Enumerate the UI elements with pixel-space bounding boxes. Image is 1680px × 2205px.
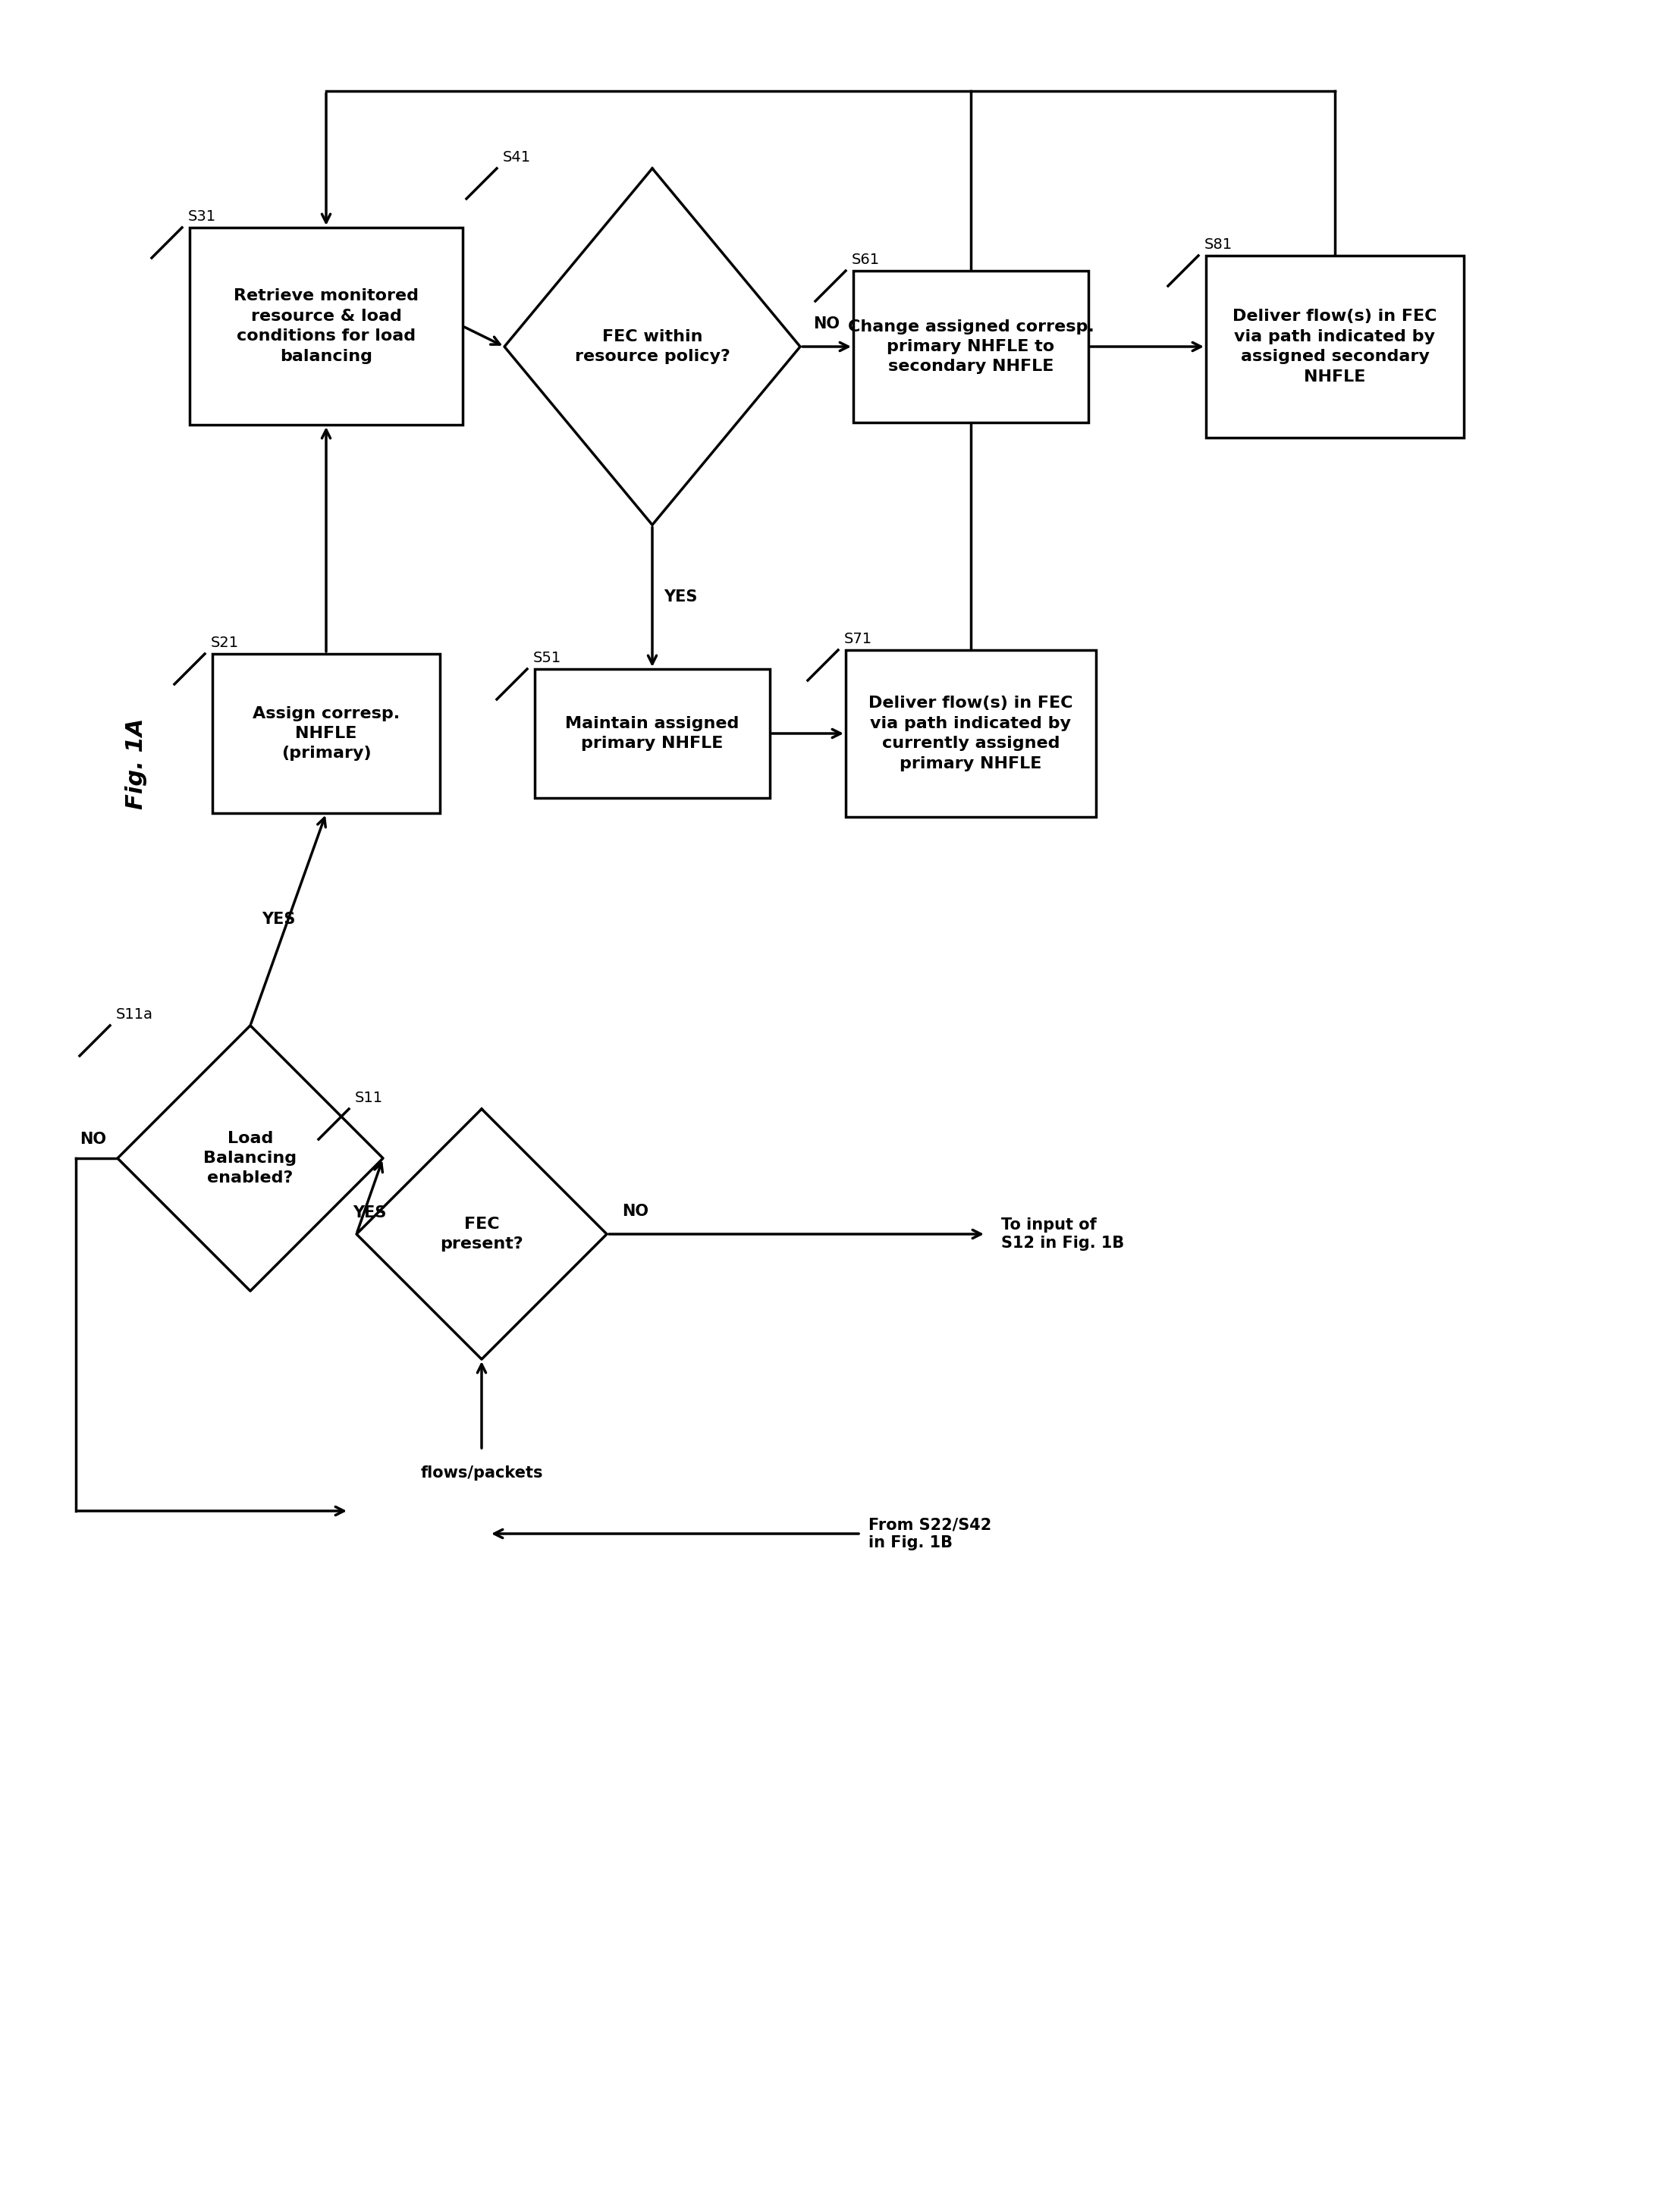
Text: Load
Balancing
enabled?: Load Balancing enabled? xyxy=(203,1131,297,1186)
Text: S51: S51 xyxy=(533,650,561,666)
Text: Deliver flow(s) in FEC
via path indicated by
assigned secondary
NHFLE: Deliver flow(s) in FEC via path indicate… xyxy=(1233,309,1436,384)
Text: YES: YES xyxy=(664,589,697,604)
Text: YES: YES xyxy=(353,1206,386,1219)
Text: S71: S71 xyxy=(843,633,872,646)
Text: S31: S31 xyxy=(188,209,217,223)
Text: Fig. 1A: Fig. 1A xyxy=(126,719,148,809)
Text: FEC within
resource policy?: FEC within resource policy? xyxy=(575,329,731,364)
Text: NO: NO xyxy=(813,315,840,331)
FancyBboxPatch shape xyxy=(534,668,769,798)
Text: From S22/S42
in Fig. 1B: From S22/S42 in Fig. 1B xyxy=(869,1517,991,1550)
Text: S21: S21 xyxy=(212,635,239,650)
FancyBboxPatch shape xyxy=(853,271,1089,423)
Text: Maintain assigned
primary NHFLE: Maintain assigned primary NHFLE xyxy=(564,717,739,752)
Text: FEC
present?: FEC present? xyxy=(440,1217,522,1252)
Text: NO: NO xyxy=(79,1131,106,1147)
Text: S11: S11 xyxy=(354,1091,383,1105)
FancyBboxPatch shape xyxy=(1206,256,1463,437)
Text: YES: YES xyxy=(262,911,296,926)
Text: S81: S81 xyxy=(1205,238,1233,251)
FancyBboxPatch shape xyxy=(845,650,1095,816)
Text: Assign corresp.
NHFLE
(primary): Assign corresp. NHFLE (primary) xyxy=(252,706,400,761)
Text: flows/packets: flows/packets xyxy=(420,1466,543,1480)
Text: S61: S61 xyxy=(852,254,880,267)
Text: S11a: S11a xyxy=(116,1008,153,1021)
FancyBboxPatch shape xyxy=(190,227,462,426)
Text: S41: S41 xyxy=(502,150,531,165)
FancyBboxPatch shape xyxy=(212,655,440,814)
Text: Change assigned corresp.
primary NHFLE to
secondary NHFLE: Change assigned corresp. primary NHFLE t… xyxy=(848,320,1094,375)
Text: To input of
S12 in Fig. 1B: To input of S12 in Fig. 1B xyxy=(1001,1217,1124,1250)
Text: NO: NO xyxy=(622,1204,648,1219)
Text: Deliver flow(s) in FEC
via path indicated by
currently assigned
primary NHFLE: Deliver flow(s) in FEC via path indicate… xyxy=(869,697,1074,772)
Text: Retrieve monitored
resource & load
conditions for load
balancing: Retrieve monitored resource & load condi… xyxy=(234,289,418,364)
